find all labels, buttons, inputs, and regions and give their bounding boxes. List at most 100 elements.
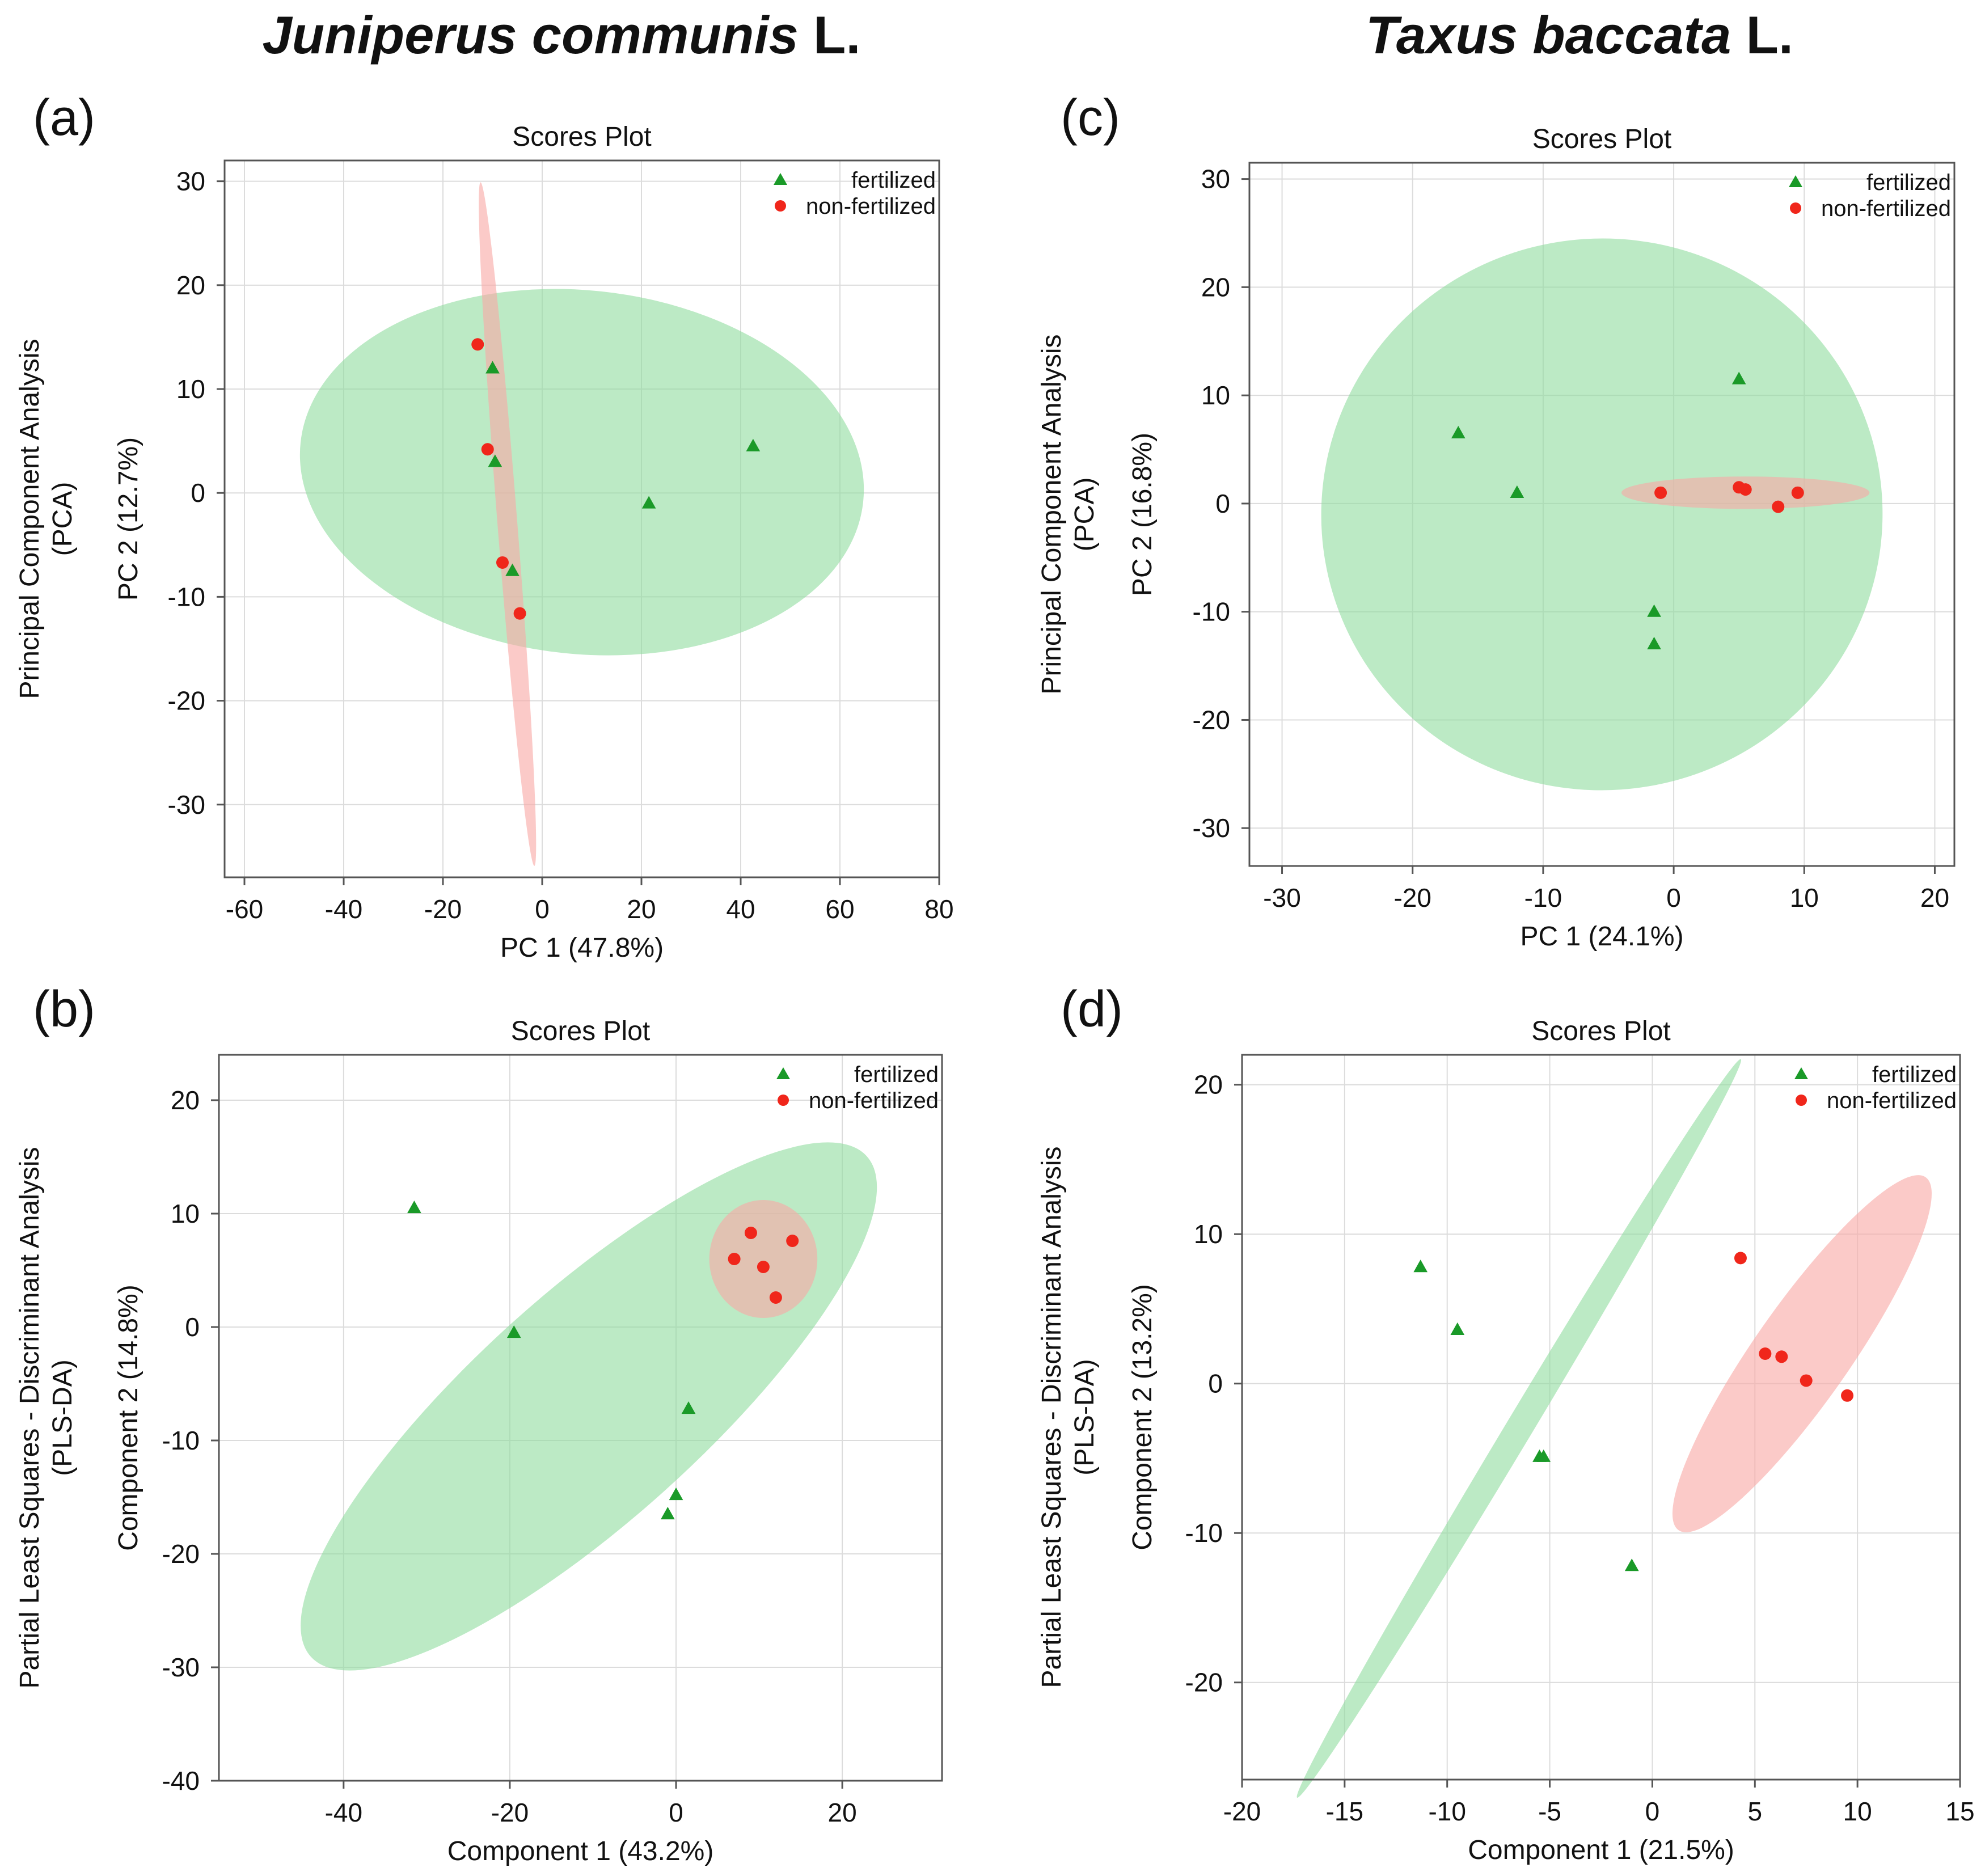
method-label-line: (PLS-DA) (48, 1359, 78, 1476)
confidence-ellipse-non-fertilized (709, 1200, 818, 1318)
x-axis-label: PC 1 (47.8%) (500, 933, 664, 963)
method-label-line: Partial Least Squares - Discriminant Ana… (15, 1147, 45, 1688)
panel-label: (a) (33, 90, 95, 146)
y-tick-label: -20 (162, 1539, 200, 1569)
y-tick-label: -20 (168, 686, 205, 716)
point-fertilized (407, 1201, 421, 1214)
y-tick-label: 30 (1201, 164, 1230, 194)
y-tick-label: -10 (1193, 597, 1230, 627)
panel-label: (b) (33, 981, 95, 1038)
point-non-fertilized (1654, 486, 1667, 499)
x-tick-label: -20 (491, 1798, 529, 1827)
legend-label-fertilized: fertilized (851, 168, 936, 193)
method-label: Principal Component Analysis (PCA) (1037, 335, 1100, 695)
point-non-fertilized (786, 1235, 799, 1247)
point-fertilized (488, 454, 502, 467)
y-tick-label: -10 (1185, 1518, 1223, 1548)
y-tick-label: 10 (176, 374, 205, 404)
x-tick-label: -20 (1223, 1797, 1261, 1826)
x-tick-label: 20 (627, 894, 656, 924)
x-tick-label: 10 (1843, 1797, 1872, 1826)
point-non-fertilized (1759, 1347, 1772, 1360)
y-tick-label: 10 (1194, 1219, 1223, 1249)
x-tick-label: 0 (1666, 883, 1681, 912)
point-non-fertilized (728, 1253, 741, 1265)
method-label-line: Principal Component Analysis (1037, 335, 1067, 695)
x-tick-label: -60 (226, 894, 263, 924)
y-tick-label: 20 (176, 271, 205, 300)
y-axis-label: Component 2 (14.8%) (113, 1285, 143, 1551)
x-tick-label: 15 (1945, 1797, 1974, 1826)
x-axis-label: Component 1 (21.5%) (1468, 1835, 1734, 1865)
x-tick-label: -20 (424, 894, 462, 924)
legend-label-fertilized: fertilized (1866, 170, 1951, 195)
point-fertilized (1451, 425, 1465, 439)
point-non-fertilized (496, 556, 509, 569)
legend-label-non-fertilized: non-fertilized (1827, 1088, 1957, 1113)
x-tick-label: 20 (1920, 883, 1949, 912)
y-tick-label: -30 (1193, 813, 1230, 843)
legend-marker-fertilized (1789, 175, 1802, 187)
chart-panel-d: (d) Scores Plot -20 -15 -10 -5 0 5 10 15 -20 -10 0 10… (1037, 981, 1975, 1865)
y-tick-label: 0 (1215, 489, 1230, 518)
y-tick-label: 10 (1201, 381, 1230, 410)
chart-title: Scores Plot (512, 122, 651, 152)
x-tick-label: -40 (325, 1798, 362, 1827)
y-tick-label: -10 (168, 582, 205, 611)
point-non-fertilized (1739, 483, 1752, 496)
confidence-ellipse-fertilized (301, 1142, 877, 1671)
legend-marker-fertilized (774, 173, 787, 185)
y-tick-label: 20 (1194, 1070, 1223, 1100)
point-non-fertilized (1841, 1389, 1854, 1402)
x-tick-label: 0 (669, 1798, 683, 1827)
point-fertilized (1413, 1260, 1428, 1273)
point-fertilized (1450, 1322, 1465, 1335)
x-tick-label: 0 (1645, 1797, 1660, 1826)
y-tick-label: 0 (1208, 1369, 1223, 1398)
chart-panel-a: (a) Scores Plot -60 -40 -20 0 20 40 60 80 -30 -20 -1… (15, 90, 954, 963)
chart-title: Scores Plot (511, 1016, 650, 1046)
x-tick-label: -40 (325, 894, 362, 924)
x-tick-label: 0 (535, 894, 550, 924)
legend-marker-fertilized (1794, 1067, 1808, 1079)
point-non-fertilized (513, 607, 526, 620)
panel-label: (d) (1061, 981, 1123, 1038)
legend-marker-non-fertilized (1796, 1095, 1807, 1106)
legend-marker-non-fertilized (778, 1095, 789, 1106)
species-name-taxus: Taxus baccata (1365, 5, 1731, 65)
point-fertilized (506, 1325, 521, 1338)
x-tick-label: -5 (1538, 1797, 1561, 1826)
chart-title: Scores Plot (1531, 1016, 1670, 1046)
y-tick-label: 0 (185, 1312, 200, 1342)
confidence-ellipse-fertilized (1321, 238, 1883, 791)
point-fertilized (641, 496, 656, 509)
confidence-ellipse-fertilized (299, 289, 864, 656)
species-title-taxus: Taxus baccata L. (1097, 5, 1985, 66)
plot-frame (1248, 162, 1956, 867)
legend-label-non-fertilized: non-fertilized (806, 194, 936, 219)
y-axis-label: Component 2 (13.2%) (1127, 1284, 1158, 1550)
x-tick-label: 40 (726, 894, 755, 924)
x-tick-label: -10 (1428, 1797, 1465, 1826)
point-fertilized (505, 563, 520, 576)
method-label-line: Partial Least Squares - Discriminant Ana… (1037, 1146, 1067, 1688)
legend-label-non-fertilized: non-fertilized (809, 1088, 939, 1113)
point-fertilized (746, 438, 761, 451)
plot-frame (218, 1054, 943, 1782)
species-authority-taxus: L. (1746, 5, 1794, 65)
point-fertilized (1624, 1558, 1639, 1571)
legend-label-fertilized: fertilized (1872, 1062, 1957, 1087)
x-axis-label: Component 1 (43.2%) (447, 1836, 714, 1866)
x-tick-label: 10 (1790, 883, 1819, 912)
point-non-fertilized (757, 1261, 770, 1273)
confidence-ellipse-non-fertilized (479, 182, 537, 866)
chart-title: Scores Plot (1532, 124, 1671, 154)
gridlines (1241, 1055, 1961, 1780)
point-non-fertilized (744, 1227, 757, 1239)
y-tick-label: -40 (162, 1766, 200, 1795)
